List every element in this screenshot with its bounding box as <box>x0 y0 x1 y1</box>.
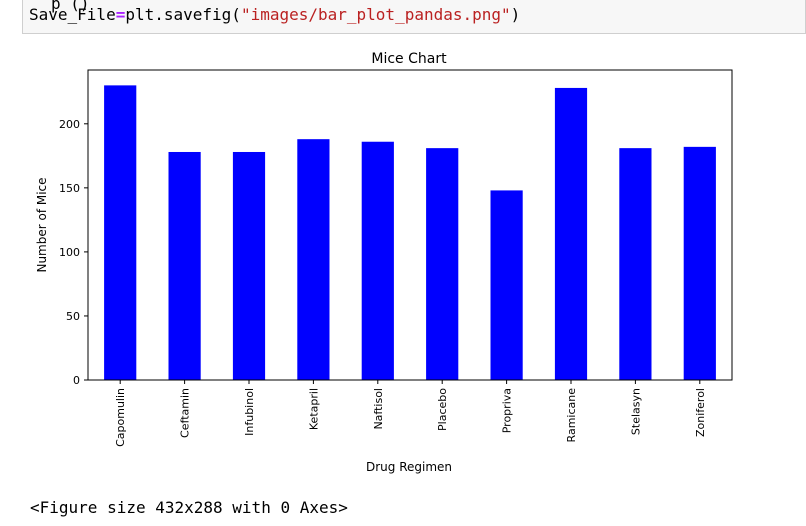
x-tick-label: Placebo <box>436 388 449 431</box>
bar-naftisol <box>361 141 394 380</box>
code-variable: Save_File <box>29 5 116 24</box>
x-tick-label: Capomulin <box>114 388 127 447</box>
x-tick-label: Infubinol <box>243 388 256 436</box>
x-tick-label: Propriva <box>501 388 514 433</box>
code-close-paren: ) <box>510 5 521 24</box>
code-call: plt.savefig( <box>125 5 241 24</box>
y-tick-label: 100 <box>59 246 80 259</box>
x-tick-label: Stelasyn <box>629 388 642 435</box>
bar-placebo <box>426 148 459 380</box>
code-string-arg: "images/bar_plot_pandas.png" <box>240 5 511 24</box>
bar-ketapril <box>297 139 330 380</box>
bar-infubinol <box>232 151 266 380</box>
code-operator: = <box>115 5 126 24</box>
y-tick-label: 50 <box>66 310 80 323</box>
x-tick-label: Ramicane <box>565 388 578 443</box>
bar-stelasyn <box>619 148 652 380</box>
x-tick-label: Ceftamin <box>179 388 192 438</box>
bar-ramicane <box>554 87 588 380</box>
bar-capomulin <box>104 85 137 381</box>
y-tick-label: 150 <box>59 182 80 195</box>
code-line: Save_File=plt.savefig("images/bar_plot_p… <box>29 5 520 24</box>
plot-frame <box>87 69 733 381</box>
bar-propriva <box>490 190 523 380</box>
bar-zoniferol <box>683 146 716 380</box>
x-tick-label: Naftisol <box>372 388 385 430</box>
x-tick-label: Ketapril <box>307 388 320 430</box>
chart-title: Mice Chart <box>371 51 447 67</box>
y-axis-label: Number of Mice <box>35 177 49 272</box>
y-tick-label: 0 <box>73 374 80 387</box>
figure-output-text: <Figure size 432x288 with 0 Axes> <box>30 498 348 517</box>
bar-chart: Mice Chart 0 50 100 150 200 Capomulin Ceftami… <box>35 51 733 474</box>
y-tick-label: 200 <box>59 118 80 131</box>
bar-ceftamin <box>168 151 201 380</box>
code-cell[interactable]: p () Save_File=plt.savefig("images/bar_p… <box>22 0 806 34</box>
code-line-partial: p () <box>51 0 90 13</box>
x-tick-label: Zoniferol <box>694 388 707 437</box>
x-axis-label: Drug Regimen <box>366 460 452 474</box>
